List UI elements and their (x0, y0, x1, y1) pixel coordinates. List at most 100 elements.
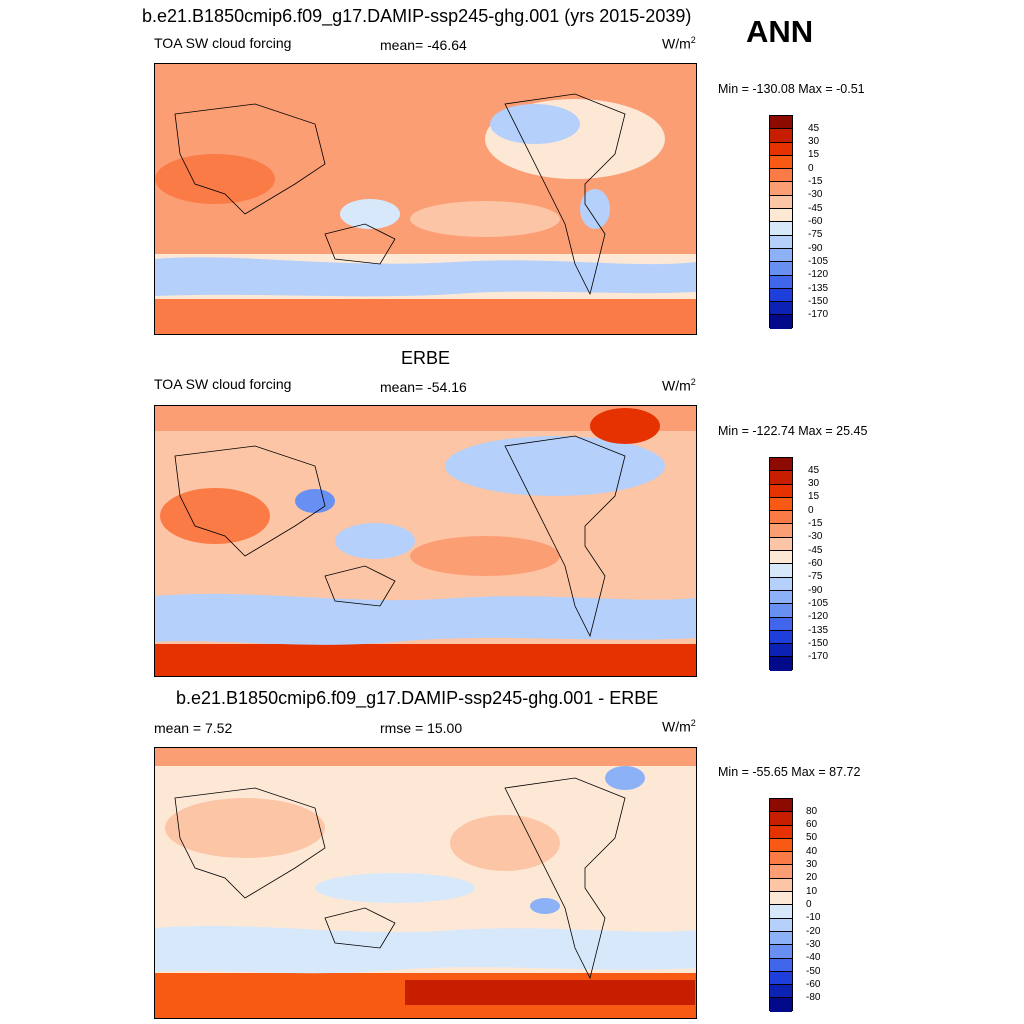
panel-2-tick: 30 (808, 478, 820, 489)
panel-1-variable-label: TOA SW cloud forcing (154, 35, 292, 51)
sahara-region (160, 488, 270, 544)
panel-3-title: b.e21.B1850cmip6.f09_g17.DAMIP-ssp245-gh… (176, 688, 659, 708)
panel-3-tick: 50 (806, 832, 818, 843)
panel-2-tick: -60 (808, 558, 823, 569)
coastline-americas (504, 777, 626, 980)
panel-3-tick: -50 (806, 966, 821, 977)
panel-3-tick: -80 (806, 992, 821, 1003)
panel-2-tick: -105 (808, 598, 829, 609)
panel-1-tick: -105 (808, 256, 829, 267)
panel-1-tick: -170 (808, 309, 829, 320)
panel-2-tick: -45 (808, 545, 823, 556)
panel-1-tick: 0 (808, 163, 814, 174)
panel-2-tick: -135 (808, 625, 829, 636)
panel-2-title: ERBE (401, 348, 451, 368)
panel-2-map (154, 405, 697, 677)
panel-3-tick: 80 (806, 806, 818, 817)
panel-1-tick: 15 (808, 149, 820, 160)
south-pacific-region (410, 201, 560, 237)
panel-2-tick: -170 (808, 651, 829, 662)
panel-2-tick: -90 (808, 585, 823, 596)
panel-2-tick: -120 (808, 611, 829, 622)
panel-3-tick: -10 (806, 912, 821, 923)
panel-1-tick: -120 (808, 269, 829, 280)
panel-1-tick: -75 (808, 229, 823, 240)
eurasia-bias (165, 798, 325, 858)
panel-2-tick: 45 (808, 465, 820, 476)
panel-1-mean-label: mean= -46.64 (380, 37, 467, 53)
panel-1-tick: -45 (808, 203, 823, 214)
panel-3-tick: 30 (806, 859, 818, 870)
panel-2-tick: -30 (808, 531, 823, 542)
panel-1-title: b.e21.B1850cmip6.f09_g17.DAMIP-ssp245-gh… (142, 6, 692, 26)
panel-3-tick: 20 (806, 872, 818, 883)
panel-1-tick: -30 (808, 189, 823, 200)
panel-1-tick: -15 (808, 176, 823, 187)
coastline-americas (504, 435, 626, 638)
tropical-pacific-bias (315, 873, 475, 903)
southern-storm-track (155, 257, 696, 297)
antarctic-max-bias (405, 980, 695, 1005)
arctic-band (155, 64, 696, 94)
north-pacific-minimum (490, 104, 580, 144)
maritime-continent (340, 199, 400, 229)
panel-3-tick: -20 (806, 926, 821, 937)
panel-2-units: W/m2 (662, 377, 696, 394)
north-pacific-cloud (445, 436, 665, 496)
panel-2-tick: -150 (808, 638, 829, 649)
pacific-negative-spot (530, 898, 560, 914)
panel-1-tick: -60 (808, 216, 823, 227)
panel-1-tick: 45 (808, 123, 820, 134)
panel-2-colorbar (769, 457, 793, 671)
coastline-americas (504, 93, 626, 296)
panel-3-units: W/m2 (662, 718, 696, 735)
antarctic-band (155, 644, 696, 676)
amazon-region (580, 189, 610, 229)
panel-2-tick: 15 (808, 491, 820, 502)
panel-2-tick: -75 (808, 571, 823, 582)
panel-1-map (154, 63, 697, 335)
coastline-australia (324, 907, 396, 949)
panel-3-colorbar (769, 798, 793, 1012)
coastline-australia (324, 565, 396, 607)
panel-3-tick: -60 (806, 979, 821, 990)
panel-3-tick: 10 (806, 886, 818, 897)
coastline-australia (324, 223, 396, 265)
panel-2-variable-label: TOA SW cloud forcing (154, 376, 292, 392)
panel-1-minmax: Min = -130.08 Max = -0.51 (718, 82, 865, 96)
panel-1-colorbar (769, 115, 793, 329)
arctic-band (155, 748, 696, 766)
panel-1-tick: -90 (808, 243, 823, 254)
greenland-region (590, 408, 660, 444)
sahara-region (155, 154, 275, 204)
panel-3-map (154, 747, 697, 1019)
panel-2-tick: 0 (808, 505, 814, 516)
season-label: ANN (746, 14, 814, 49)
south-pacific-region (410, 536, 560, 576)
greenland-bias (605, 766, 645, 790)
east-asia-region (295, 489, 335, 513)
panel-2-minmax: Min = -122.74 Max = 25.45 (718, 424, 868, 438)
panel-2-tick: -15 (808, 518, 823, 529)
panel-3-tick: -40 (806, 952, 821, 963)
coastline-eurasia-africa (174, 445, 326, 557)
antarctic-band (155, 299, 696, 334)
panel-3-tick: 0 (806, 899, 812, 910)
east-pacific-bias (450, 815, 560, 871)
panel-1-tick: 30 (808, 136, 820, 147)
southern-ocean-band (155, 925, 696, 974)
panel-1-tick: -150 (808, 296, 829, 307)
coastline-eurasia-africa (174, 103, 326, 215)
panel-3-rmse-label: rmse = 15.00 (380, 720, 463, 736)
coastline-eurasia-africa (174, 787, 326, 899)
panel-2-mean-label: mean= -54.16 (380, 379, 467, 395)
southern-storm-track (155, 593, 696, 645)
panel-3-minmax: Min = -55.65 Max = 87.72 (718, 765, 861, 779)
panel-3-tick: -30 (806, 939, 821, 950)
panel-3-tick: 40 (806, 846, 818, 857)
panel-3-tick: 60 (806, 819, 818, 830)
panel-1-tick: -135 (808, 283, 829, 294)
maritime-continent (335, 523, 415, 559)
panel-1-units: W/m2 (662, 35, 696, 52)
panel-3-mean-label: mean = 7.52 (154, 720, 233, 736)
